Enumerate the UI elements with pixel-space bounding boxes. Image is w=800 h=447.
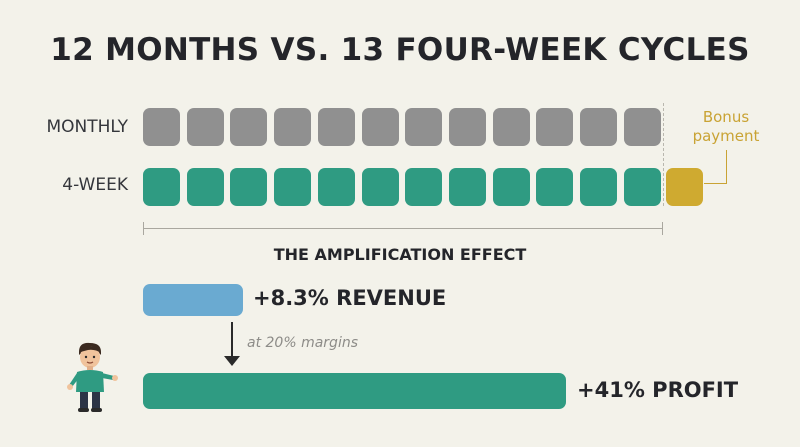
- monthly-row-label: MONTHLY: [46, 117, 128, 137]
- four-week-block: [318, 168, 355, 206]
- cycle-divider-line: [663, 103, 664, 206]
- bonus-label-line2: payment: [692, 127, 760, 145]
- monthly-block: [405, 108, 442, 146]
- bonus-block: [666, 168, 703, 206]
- monthly-block: [624, 108, 661, 146]
- four-week-block: [449, 168, 486, 206]
- monthly-block: [274, 108, 311, 146]
- four-week-block: [624, 168, 661, 206]
- down-arrow-shaft: [231, 322, 233, 360]
- bonus-label-line1: Bonus: [702, 108, 750, 126]
- monthly-block: [187, 108, 224, 146]
- profit-label: +41% PROFIT: [577, 378, 739, 402]
- four-week-block: [274, 168, 311, 206]
- year-span-bracket: [143, 228, 663, 229]
- four-week-block: [405, 168, 442, 206]
- monthly-block: [449, 108, 486, 146]
- four-week-block: [580, 168, 617, 206]
- monthly-block: [143, 108, 180, 146]
- bonus-payment-label: Bonus payment: [684, 108, 768, 146]
- bracket-left-tick: [143, 222, 144, 235]
- bonus-leader-horizontal: [704, 183, 727, 184]
- four-week-block: [493, 168, 530, 206]
- revenue-label: +8.3% REVENUE: [253, 286, 447, 310]
- four-week-block: [143, 168, 180, 206]
- bonus-leader-vertical: [726, 150, 727, 183]
- monthly-block: [493, 108, 530, 146]
- monthly-block: [536, 108, 573, 146]
- page-title: 12 MONTHS VS. 13 FOUR-WEEK CYCLES: [50, 32, 750, 68]
- person-illustration-icon: [67, 342, 118, 412]
- four-week-block: [230, 168, 267, 206]
- four-week-row-label: 4-WEEK: [62, 175, 128, 195]
- monthly-block: [362, 108, 399, 146]
- margin-note: at 20% margins: [247, 335, 359, 351]
- down-arrow-icon: [224, 356, 240, 366]
- monthly-block: [580, 108, 617, 146]
- four-week-block: [187, 168, 224, 206]
- four-week-block: [362, 168, 399, 206]
- monthly-block: [318, 108, 355, 146]
- profit-bar: [143, 373, 566, 409]
- monthly-block: [230, 108, 267, 146]
- amplification-subtitle: THE AMPLIFICATION EFFECT: [273, 245, 527, 264]
- bracket-right-tick: [662, 222, 663, 235]
- revenue-bar: [143, 284, 243, 316]
- four-week-block: [536, 168, 573, 206]
